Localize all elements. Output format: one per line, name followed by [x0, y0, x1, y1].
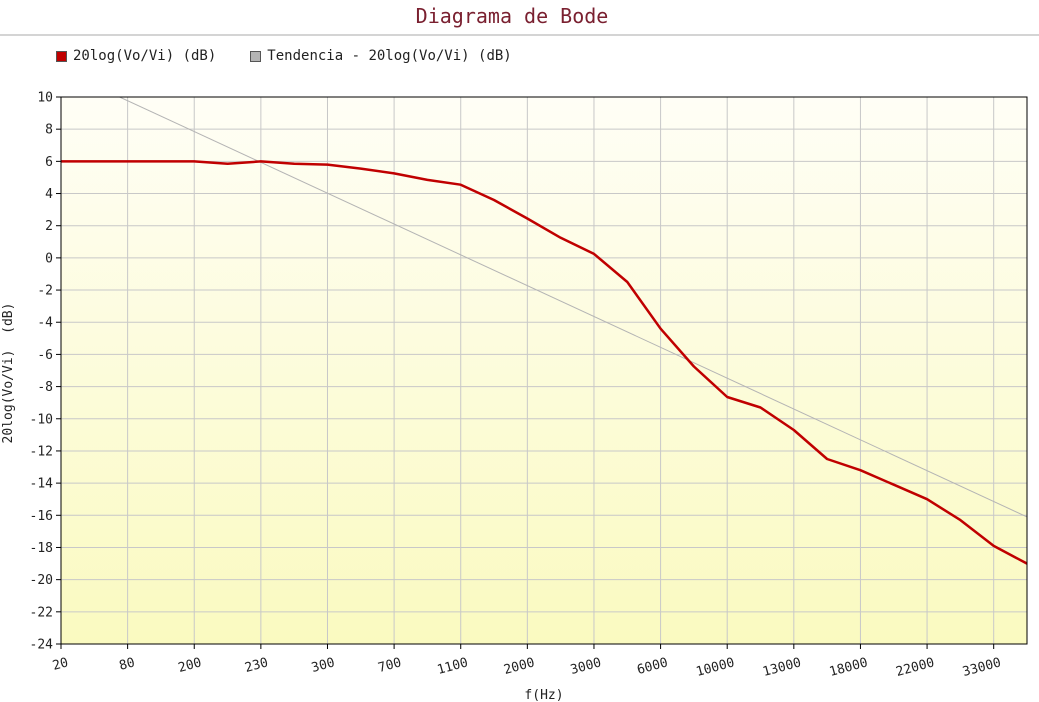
y-tick-label: -4	[37, 316, 53, 331]
x-tick-label: 2000	[502, 655, 536, 678]
y-tick-label: 4	[45, 187, 53, 202]
x-tick-label: 20	[51, 655, 70, 674]
series-line-trend	[119, 97, 1027, 518]
y-tick-label: -22	[30, 605, 53, 620]
y-tick-label: -20	[30, 573, 53, 588]
legend-item-trend: Tendencia - 20log(Vo/Vi) (dB)	[250, 48, 512, 64]
x-tick-label: 700	[377, 655, 404, 676]
y-tick-label: 10	[37, 91, 53, 106]
x-tick-label: 3000	[569, 655, 603, 678]
x-tick-label: 200	[177, 655, 204, 676]
y-axis-label: 20log(Vo/Vi) (dB)	[1, 303, 16, 444]
y-tick-label: -18	[30, 541, 53, 556]
plot-area	[61, 97, 1027, 644]
y-tick-label: -24	[30, 638, 54, 653]
y-tick-label: -16	[30, 509, 53, 524]
grid	[60, 96, 1027, 645]
y-tick-label: 0	[45, 251, 53, 266]
y-tick-label: 8	[45, 123, 53, 138]
y-tick-label: -14	[30, 477, 54, 492]
x-tick-label: 80	[118, 655, 137, 674]
legend-swatch-measured	[56, 50, 67, 62]
y-tick-label: -2	[37, 284, 53, 299]
chart-title: Diagrama de Bode	[415, 4, 609, 28]
y-tick-label: -8	[37, 380, 53, 395]
x-axis-ticks: 20 80 200 230 300 700 1100 2000 3000 6000 10000 130…	[51, 644, 1003, 680]
x-axis-label: f(Hz)	[524, 688, 563, 702]
x-tick-label: 13000	[761, 655, 803, 680]
series-line-measured	[61, 160, 1027, 565]
series-layer	[61, 97, 1027, 565]
x-tick-label: 18000	[828, 655, 870, 680]
x-tick-label: 300	[310, 655, 337, 676]
y-tick-label: 2	[45, 219, 53, 234]
y-tick-label: -6	[37, 348, 53, 363]
legend-label-measured: 20log(Vo/Vi) (dB)	[73, 48, 217, 64]
x-tick-label: 6000	[635, 655, 669, 678]
title-divider	[0, 34, 1039, 36]
x-tick-label: 1100	[436, 655, 470, 678]
legend-item-measured: 20log(Vo/Vi) (dB)	[56, 48, 216, 64]
y-tick-label: -10	[30, 412, 53, 427]
legend-swatch-trend	[250, 50, 262, 62]
plot-border	[60, 96, 1028, 645]
y-tick-label: -12	[30, 444, 53, 459]
y-tick-label: 6	[45, 155, 53, 170]
x-tick-label: 22000	[894, 655, 936, 680]
x-tick-label: 230	[243, 655, 270, 676]
x-tick-label: 10000	[695, 655, 737, 680]
x-tick-label: 33000	[961, 655, 1003, 680]
legend-label-trend: Tendencia - 20log(Vo/Vi) (dB)	[267, 48, 512, 64]
legend: 20log(Vo/Vi) (dB) Tendencia - 20log(Vo/V…	[56, 46, 512, 66]
